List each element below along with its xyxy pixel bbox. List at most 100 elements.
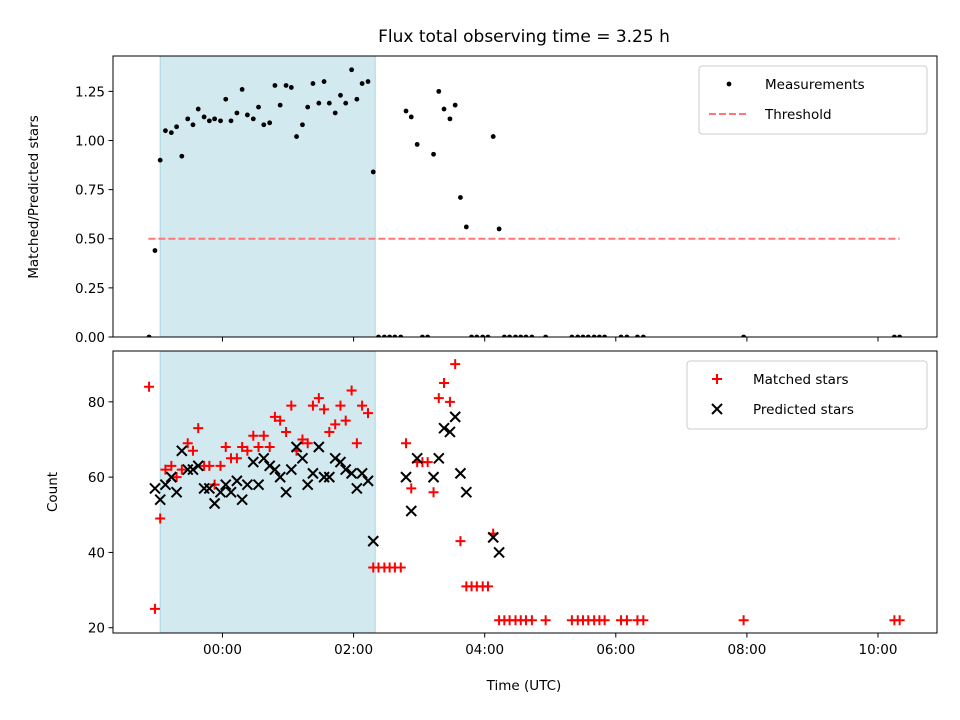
chart-title: Flux total observing time = 3.25 h xyxy=(378,27,670,47)
predicted-stars-point xyxy=(225,486,237,498)
measurements-point xyxy=(365,79,371,84)
matched-stars-point xyxy=(166,460,177,471)
predicted-stars-point xyxy=(198,482,210,495)
matched-stars-point xyxy=(193,423,204,434)
predicted-stars-point xyxy=(208,497,221,510)
matched-stars-point xyxy=(258,430,269,441)
measurements-point xyxy=(354,96,360,102)
measurements-point xyxy=(294,134,299,139)
matched-stars-point xyxy=(482,581,493,592)
matched-stars-point xyxy=(319,404,330,415)
predicted-stars-point xyxy=(165,471,178,483)
matched-stars-point xyxy=(540,615,551,626)
measurements-point xyxy=(201,114,207,120)
measurements-point xyxy=(618,334,624,337)
matched-stars-point xyxy=(433,393,444,404)
predicted-stars-point xyxy=(187,463,199,476)
measurements-point xyxy=(218,118,223,124)
predicted-stars-point xyxy=(427,471,440,483)
legend-box-count xyxy=(686,360,928,430)
predicted-stars-point xyxy=(154,494,166,506)
predicted-stars-point xyxy=(444,426,456,438)
measurements-point xyxy=(370,169,376,175)
legend-box-ratio xyxy=(698,65,928,135)
predicted-stars-point xyxy=(214,486,227,498)
matched-stars-point xyxy=(621,615,632,626)
measurements-point xyxy=(288,85,294,90)
measurements-point xyxy=(891,334,897,337)
measurements-point xyxy=(283,83,289,88)
matched-stars-point xyxy=(324,426,335,437)
measurements-point xyxy=(441,106,447,112)
measurements-point xyxy=(338,92,343,98)
matched-stars-point xyxy=(155,513,166,524)
measurements-point xyxy=(152,248,158,253)
matched-stars-point xyxy=(363,408,374,419)
measurements-point xyxy=(206,118,212,124)
matched-stars-point xyxy=(215,460,226,471)
predicted-stars-point xyxy=(258,452,270,465)
measurements-point xyxy=(490,134,496,139)
matched-stars-point xyxy=(307,400,318,411)
measurements-point xyxy=(431,151,436,157)
measurements-point xyxy=(436,88,442,94)
predicted-stars-point xyxy=(203,482,216,495)
measurements-point xyxy=(179,153,185,159)
measurements-point xyxy=(569,334,575,337)
predicted-stars-point xyxy=(220,478,232,491)
predicted-stars-point xyxy=(252,478,265,491)
predicted-stars-point xyxy=(362,475,374,487)
matched-stars-point xyxy=(144,381,155,392)
measurements-point xyxy=(250,116,256,122)
predicted-stars-point xyxy=(454,467,467,480)
predicted-stars-point xyxy=(285,463,298,476)
measurements-point xyxy=(332,110,338,116)
axis-ticks: 0.00 0.25 0.50 0.75 1.00 1.25 00:00 02:00 04:00 0… xyxy=(75,84,898,658)
legend-predicted-stars-label: Predicted stars xyxy=(753,402,854,418)
measurements-point xyxy=(343,100,349,106)
y-tick-label-ratio: 0.75 xyxy=(75,183,105,199)
shaded-span-count xyxy=(159,350,376,634)
predicted-stars-point xyxy=(170,486,183,498)
matched-stars-point xyxy=(450,359,461,370)
matched-stars-point xyxy=(269,411,280,422)
measurements-point xyxy=(261,122,267,128)
measurements-point xyxy=(507,334,512,337)
series-group-count xyxy=(144,359,905,626)
predicted-stars-point xyxy=(334,456,347,468)
matched-stars-point xyxy=(428,487,439,498)
measurements-point xyxy=(146,334,152,337)
measurements-point xyxy=(256,104,261,110)
measurements-point xyxy=(597,334,602,337)
predicted-stars-point xyxy=(449,411,461,423)
predicted-stars-point xyxy=(236,494,248,506)
measurements-point xyxy=(272,83,278,88)
predicted-stars-point xyxy=(323,471,336,483)
y-tick-label-ratio: 0.50 xyxy=(75,232,105,248)
y-axis-label-ratio: Matched/Predicted stars xyxy=(26,115,42,278)
matched-stars-point xyxy=(738,615,749,626)
y-tick-label-count: 80 xyxy=(88,395,105,411)
matched-stars-point xyxy=(455,536,466,547)
measurements-point xyxy=(212,116,218,122)
matched-stars-point xyxy=(182,438,193,449)
legend-measurements-label: Measurements xyxy=(765,77,865,93)
measurements-point xyxy=(575,334,581,337)
x-tick-label: 08:00 xyxy=(727,642,766,658)
x-tick-label: 02:00 xyxy=(334,642,373,658)
predicted-stars-point xyxy=(269,463,281,476)
predicted-stars-point xyxy=(274,471,286,483)
matched-stars-point xyxy=(231,453,242,464)
measurements-point xyxy=(414,142,420,147)
predicted-stars-point xyxy=(351,482,363,495)
matched-stars-point xyxy=(253,442,264,453)
shaded-spans xyxy=(159,55,376,634)
matched-stars-point xyxy=(422,457,433,468)
axes-frames xyxy=(112,55,938,634)
measurements-point xyxy=(185,116,191,122)
predicted-stars-point xyxy=(307,467,319,480)
measurements-point xyxy=(239,87,245,92)
measurements-point xyxy=(420,334,425,337)
measurements-point xyxy=(543,334,549,337)
matched-stars-point xyxy=(638,615,649,626)
